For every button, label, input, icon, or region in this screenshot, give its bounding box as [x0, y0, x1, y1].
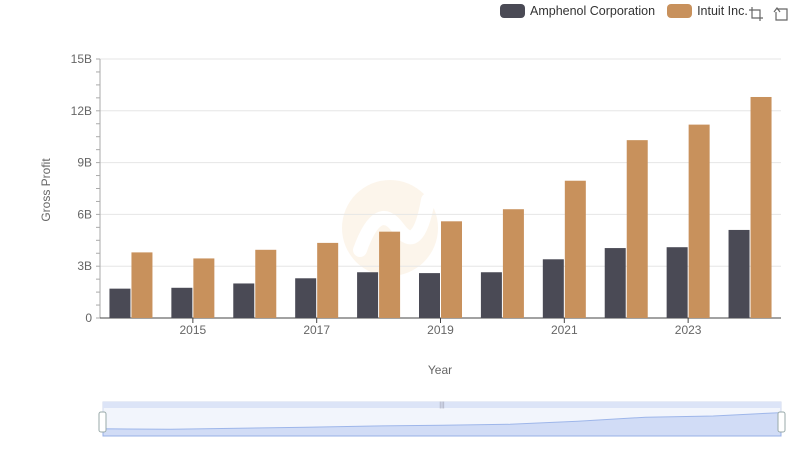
bar-intuit-2024[interactable]	[750, 96, 772, 318]
legend-label-amphenol: Amphenol Corporation	[530, 4, 656, 18]
y-tick-label: 9B	[77, 156, 92, 170]
bar-amphenol-2014[interactable]	[109, 288, 131, 318]
y-tick-label: 3B	[77, 259, 92, 273]
bar-intuit-2015[interactable]	[193, 258, 215, 318]
legend-swatch-amphenol	[500, 4, 525, 18]
bar-intuit-2023[interactable]	[688, 124, 710, 318]
legend-label-intuit: Intuit Inc.	[697, 4, 748, 18]
x-tick-label: 2019	[427, 323, 454, 337]
bar-amphenol-2015[interactable]	[171, 287, 193, 318]
bar-amphenol-2019[interactable]	[419, 273, 440, 318]
slider-handle-left[interactable]	[98, 411, 107, 433]
bar-intuit-2019[interactable]	[441, 221, 462, 318]
x-tick-label: 2015	[180, 323, 207, 337]
y-tick-label: 12B	[71, 104, 92, 118]
bar-amphenol-2016[interactable]	[233, 283, 255, 318]
x-tick-label: 2021	[551, 323, 578, 337]
slider-handle-right[interactable]	[777, 411, 786, 433]
zoom-slider[interactable]: |||	[98, 401, 786, 437]
bar-intuit-2020[interactable]	[502, 209, 524, 318]
slider-grip-icon[interactable]: |||	[439, 402, 445, 409]
bar-amphenol-2020[interactable]	[480, 272, 502, 318]
bar-amphenol-2024[interactable]	[728, 229, 750, 318]
bar-intuit-2018[interactable]	[379, 231, 401, 318]
y-tick-label: 15B	[71, 52, 92, 66]
bar-amphenol-2021[interactable]	[542, 259, 564, 318]
y-tick-label: 0	[85, 311, 92, 325]
bar-intuit-2021[interactable]	[564, 180, 586, 318]
legend: Amphenol Corporation Intuit Inc.	[500, 4, 760, 18]
zoom-box-icon[interactable]	[748, 6, 764, 22]
bars	[109, 96, 772, 318]
bar-intuit-2016[interactable]	[255, 249, 277, 318]
bar-amphenol-2017[interactable]	[295, 278, 317, 318]
legend-item-intuit[interactable]: Intuit Inc.	[667, 4, 748, 18]
legend-swatch-intuit	[667, 4, 693, 18]
grid	[100, 58, 781, 267]
bar-intuit-2017[interactable]	[317, 242, 339, 318]
bar-amphenol-2023[interactable]	[666, 247, 688, 318]
bar-amphenol-2022[interactable]	[604, 248, 626, 318]
bar-amphenol-2018[interactable]	[357, 272, 379, 318]
y-axis-label: Gross Profit	[39, 158, 53, 222]
x-tick-label: 2023	[675, 323, 702, 337]
x-tick-label: 2017	[303, 323, 330, 337]
bar-intuit-2022[interactable]	[626, 140, 648, 318]
reset-zoom-icon[interactable]	[773, 6, 789, 22]
legend-item-amphenol[interactable]: Amphenol Corporation	[500, 4, 655, 18]
bar-intuit-2014[interactable]	[131, 252, 153, 318]
watermark-logo	[342, 180, 438, 276]
y-tick-label: 6B	[77, 207, 92, 221]
slider-preview-area	[102, 412, 782, 437]
x-axis-label: Year	[428, 363, 452, 377]
